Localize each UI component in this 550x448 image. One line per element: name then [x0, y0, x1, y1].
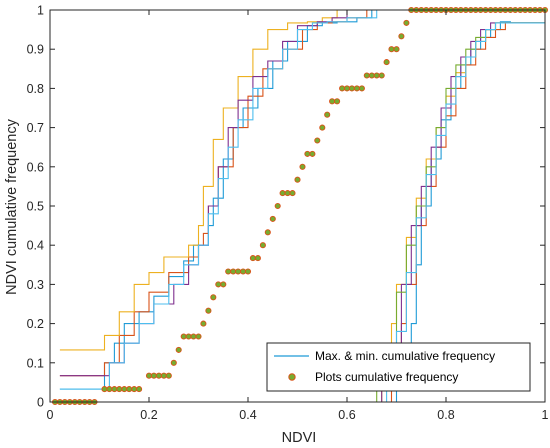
data-point	[378, 72, 385, 79]
data-point	[343, 85, 351, 92]
data-point	[195, 333, 202, 340]
data-point	[368, 72, 375, 79]
data-point	[200, 320, 207, 327]
data-point	[348, 85, 355, 92]
data-point	[289, 190, 296, 197]
data-point	[284, 190, 291, 197]
cdf-line-1	[59, 10, 368, 377]
x-tick-label: 0	[47, 408, 54, 422]
data-point	[220, 281, 227, 288]
data-point	[334, 98, 341, 105]
data-point	[106, 386, 113, 393]
data-point	[150, 372, 157, 379]
data-point	[329, 98, 336, 105]
data-point	[398, 33, 405, 40]
x-axis-label: NDVI	[282, 430, 317, 446]
legend-box	[266, 342, 531, 392]
data-point	[309, 150, 316, 157]
data-point	[373, 72, 380, 79]
legend-dot-icon	[288, 373, 296, 381]
data-point	[304, 150, 311, 157]
data-point	[121, 386, 128, 393]
data-point	[403, 19, 410, 26]
data-point	[358, 85, 365, 92]
data-point	[339, 85, 346, 92]
y-axis-label: NDVI cumulative frequency	[4, 118, 20, 294]
data-point	[314, 137, 321, 144]
data-point	[235, 268, 242, 275]
data-point	[269, 215, 276, 222]
data-point	[244, 268, 252, 275]
data-point	[175, 346, 182, 353]
data-point	[249, 255, 256, 262]
data-point	[225, 268, 232, 275]
data-point	[215, 281, 222, 288]
legend-label-line: Max. & min. cumulative frequency	[315, 349, 495, 363]
data-point	[111, 386, 118, 393]
data-point	[259, 242, 266, 249]
x-tick-label: 0.6	[338, 408, 355, 422]
data-point	[101, 386, 108, 393]
data-point	[131, 386, 138, 393]
data-point	[145, 372, 153, 379]
axes: 0 0.2 0.4 0.6 0.8 1 0 0.1 0.2 0.3 0.4 0.5 0.6 0.7 0.8 0…	[27, 4, 549, 423]
cdf-line-0	[59, 10, 373, 390]
data-point	[279, 190, 286, 197]
data-point	[274, 202, 281, 210]
y-tick-label: 0.1	[27, 356, 44, 370]
data-point	[126, 386, 133, 393]
y-tick-label: 0.9	[27, 43, 44, 57]
data-point	[324, 111, 331, 118]
data-point	[388, 46, 395, 53]
legend: Max. & min. cumulative frequency Plots c…	[266, 342, 531, 392]
y-tick-label: 0.4	[27, 239, 44, 253]
data-point	[254, 255, 261, 262]
x-tick-label: 0.2	[140, 408, 157, 422]
data-point	[319, 124, 326, 131]
y-tick-label: 0.8	[27, 82, 44, 96]
data-point	[165, 372, 172, 379]
data-point	[160, 372, 167, 379]
y-tick-label: 0.2	[27, 317, 44, 331]
data-point	[230, 268, 237, 275]
x-tick-label: 1	[542, 408, 549, 422]
cdf-line-4	[59, 10, 378, 390]
data-point	[116, 386, 123, 393]
data-point	[190, 333, 197, 340]
data-point	[383, 59, 390, 66]
y-tick-label: 0.7	[27, 121, 44, 135]
data-point	[136, 386, 143, 393]
y-tick-label: 0.5	[27, 200, 44, 214]
data-point	[155, 372, 162, 379]
y-tick-label: 1	[37, 4, 44, 18]
y-tick-label: 0.6	[27, 160, 44, 174]
data-point	[210, 294, 217, 301]
data-point	[393, 46, 400, 53]
y-tick-label: 0	[37, 396, 44, 410]
data-point	[205, 307, 212, 314]
x-tick-label: 0.4	[239, 408, 256, 422]
data-point	[185, 333, 192, 340]
x-tick-label: 0.8	[437, 408, 454, 422]
data-point	[299, 163, 306, 170]
cdf-line-2	[59, 10, 338, 351]
data-point	[170, 359, 177, 366]
data-point	[240, 268, 247, 275]
data-point	[180, 333, 187, 340]
y-tick-label: 0.3	[27, 278, 44, 292]
legend-label-dot: Plots cumulative frequency	[315, 370, 458, 384]
data-point	[264, 229, 271, 236]
data-point	[353, 85, 360, 92]
data-point	[363, 72, 370, 79]
data-point	[294, 176, 301, 183]
